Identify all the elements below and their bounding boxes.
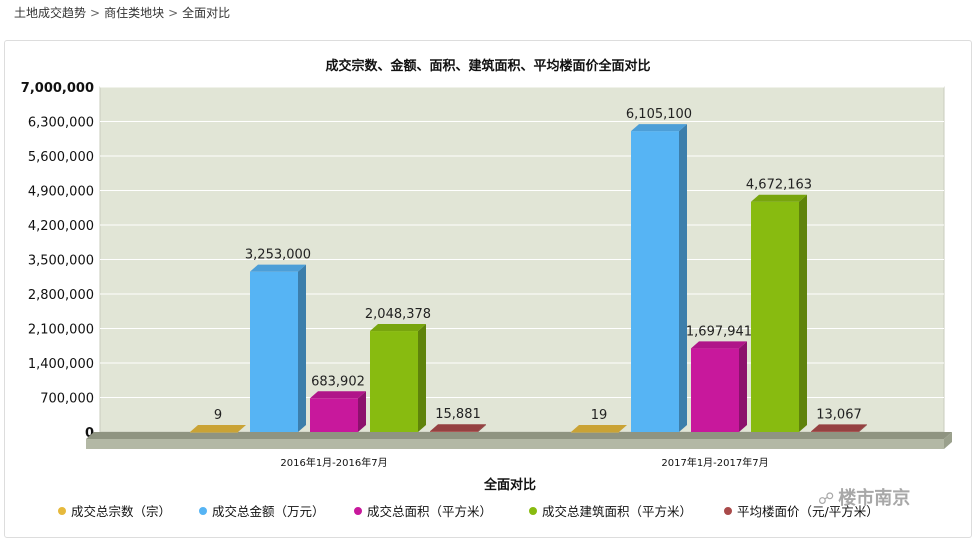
breadcrumb-separator: > [168, 6, 179, 20]
bar-front [751, 201, 799, 432]
bar-top [811, 424, 867, 432]
wechat-icon: ☍ [818, 489, 835, 508]
x-category-label: 2016年1月-2016年7月 [280, 456, 387, 469]
chart-title: 成交宗数、金额、面积、建筑面积、平均楼面价全面对比 [325, 59, 651, 74]
bar-top [190, 424, 246, 432]
legend-marker [529, 507, 537, 515]
bar-front [571, 431, 619, 433]
y-tick-label: 700,000 [40, 392, 94, 407]
data-label: 683,902 [311, 374, 365, 389]
bar-front [250, 271, 298, 432]
bar-side [238, 424, 246, 432]
legend-label: 成交总宗数（宗） [71, 504, 171, 519]
data-label: 13,067 [816, 407, 862, 422]
legend-label: 平均楼面价（元/平方米） [737, 504, 879, 519]
legend-label: 成交总面积（平方米） [367, 504, 492, 519]
watermark-text: 楼市南京 [838, 488, 911, 509]
bar-side [298, 264, 306, 432]
data-label: 9 [214, 408, 222, 423]
x-category-label: 2017年1月-2017年7月 [661, 456, 768, 469]
y-tick-label: 5,600,000 [28, 150, 94, 165]
data-label: 4,672,163 [746, 178, 812, 193]
bar-top [310, 391, 366, 399]
bar-side [859, 424, 867, 432]
data-label: 15,881 [435, 407, 481, 422]
bar-top [370, 324, 426, 332]
bar-front [370, 331, 418, 432]
bar-top [751, 194, 807, 202]
bar-front [631, 131, 679, 433]
bar-front [691, 348, 739, 432]
bar-top [250, 264, 306, 272]
bar-side [799, 194, 807, 432]
bar-side [358, 391, 366, 432]
breadcrumb-item-land-trend[interactable]: 土地成交趋势 [14, 6, 87, 20]
legend-marker [724, 507, 732, 515]
bar-front [190, 431, 238, 433]
breadcrumb: 土地成交趋势 > 商住类地块 > 全面对比 [14, 4, 230, 21]
floor-front [86, 439, 944, 449]
x-axis-title: 全面对比 [483, 477, 536, 493]
bar-top [691, 341, 747, 349]
bar-side [478, 424, 486, 432]
bar-top [571, 424, 627, 432]
bar-top [631, 124, 687, 132]
bar-front [310, 398, 358, 432]
legend-label: 成交总金额（万元） [212, 504, 325, 519]
breadcrumb-separator: > [90, 6, 101, 20]
bar-side [739, 341, 747, 432]
legend-label: 成交总建筑面积（平方米） [542, 504, 692, 519]
data-label: 6,105,100 [626, 107, 692, 122]
y-tick-label: 0 [85, 426, 94, 441]
floor-top [86, 432, 952, 439]
data-label: 19 [591, 408, 608, 423]
y-tick-label: 7,000,000 [21, 81, 94, 96]
bar-front [430, 431, 478, 432]
y-tick-label: 6,300,000 [28, 116, 94, 131]
bar-side [619, 424, 627, 432]
y-tick-label: 3,500,000 [28, 254, 94, 269]
y-tick-label: 4,900,000 [28, 185, 94, 200]
floor-side [944, 432, 952, 449]
breadcrumb-item-full-comparison: 全面对比 [182, 6, 231, 20]
y-tick-label: 2,100,000 [28, 323, 94, 338]
y-tick-label: 4,200,000 [28, 219, 94, 234]
bar-side [418, 324, 426, 432]
y-tick-label: 2,800,000 [28, 288, 94, 303]
legend-marker [199, 507, 207, 515]
legend-marker [58, 507, 66, 515]
watermark: ☍ 楼市南京 [818, 484, 910, 510]
bar-side [679, 124, 687, 433]
y-tick-label: 1,400,000 [28, 357, 94, 372]
bar-top [430, 424, 486, 432]
data-label: 3,253,000 [245, 248, 311, 263]
bar-front [811, 431, 859, 432]
legend-marker [354, 507, 362, 515]
breadcrumb-item-commercial-residential[interactable]: 商住类地块 [104, 6, 165, 20]
data-label: 2,048,378 [365, 307, 431, 322]
data-label: 1,697,941 [686, 324, 752, 339]
